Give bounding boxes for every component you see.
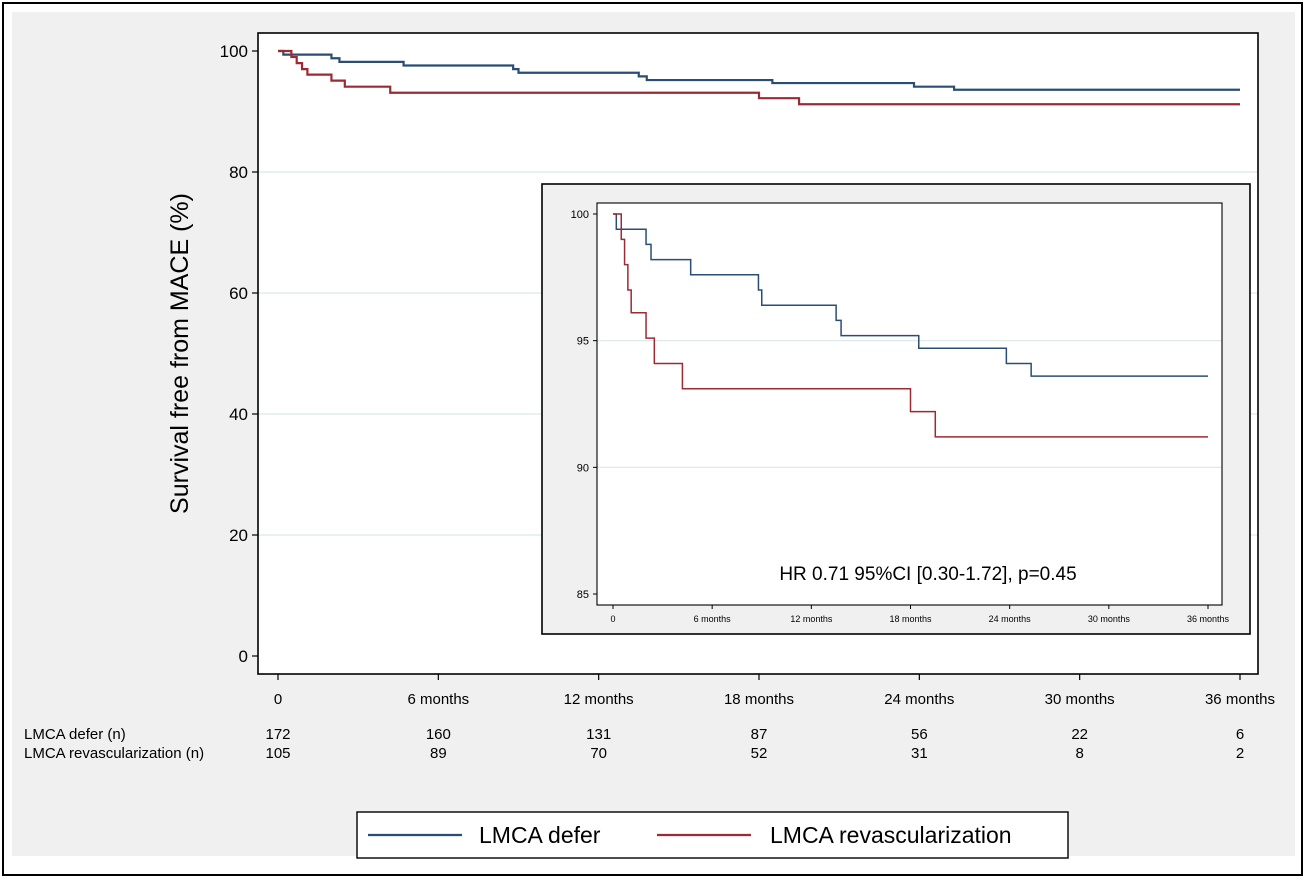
- legend: LMCA defer LMCA revascularization: [356, 811, 1069, 859]
- risk-table-row-label: LMCA defer (n): [24, 726, 126, 743]
- risk-table-value: 89: [430, 745, 447, 762]
- risk-table-value: 31: [911, 745, 928, 762]
- risk-table-value: 52: [751, 745, 768, 762]
- risk-table-value: 87: [751, 726, 768, 743]
- risk-table-value: 22: [1071, 726, 1088, 743]
- inset-x-tick-label: 36 months: [1187, 614, 1230, 624]
- main-x-tick-label: 0: [274, 691, 282, 708]
- inset-y-tick-label: 95: [577, 336, 589, 348]
- inset-series-line-revascularization: [613, 213, 1208, 438]
- inset-y-axis: 85 90 95 100: [571, 209, 597, 601]
- inset-gridlines: [597, 340, 1222, 468]
- inset-y-tick-label: 100: [571, 209, 589, 221]
- inset-plot-area: [597, 203, 1222, 605]
- risk-table-value: 70: [590, 745, 607, 762]
- main-y-axis: 0 20 40 60 80 100: [220, 42, 258, 666]
- main-y-axis-label: Survival free from MACE (%): [166, 193, 194, 514]
- risk-table: LMCA defer (n) 172 160 131 87 56 22 6 LMCA revas…: [24, 726, 1244, 762]
- main-x-tick-label: 30 months: [1045, 691, 1115, 708]
- inset-x-tick-label: 30 months: [1088, 614, 1131, 624]
- legend-label-revascularization: LMCA revascularization: [770, 822, 1012, 848]
- main-y-tick-label: 20: [229, 526, 248, 545]
- main-y-tick-label: 0: [239, 647, 248, 666]
- risk-table-value: 105: [265, 745, 290, 762]
- inset-x-tick-label: 24 months: [989, 614, 1032, 624]
- inset-y-tick-label: 90: [577, 462, 589, 474]
- risk-table-value: 56: [911, 726, 928, 743]
- main-x-tick-label: 18 months: [724, 691, 794, 708]
- inset-hazard-ratio-annotation: HR 0.71 95%CI [0.30-1.72], p=0.45: [779, 564, 1076, 585]
- inset-x-tick-label: 12 months: [790, 614, 833, 624]
- risk-table-value: 2: [1236, 745, 1244, 762]
- main-y-tick-label: 80: [229, 163, 248, 182]
- main-x-axis: 0 6 months 12 months 18 months 24 months 30 m…: [274, 674, 1275, 708]
- main-x-tick-label: 6 months: [407, 691, 469, 708]
- inset-y-tick-label: 85: [577, 589, 589, 601]
- risk-table-value: 6: [1236, 726, 1244, 743]
- legend-label-defer: LMCA defer: [479, 822, 601, 848]
- main-plot-border: [257, 32, 1259, 675]
- main-series-line-defer: [278, 49, 1240, 91]
- main-y-tick-label: 60: [229, 284, 248, 303]
- risk-table-value: 131: [586, 726, 611, 743]
- inset-x-tick-label: 6 months: [694, 614, 732, 624]
- main-x-tick-label: 24 months: [884, 691, 954, 708]
- risk-table-value: 172: [265, 726, 290, 743]
- inset-series-line-defer: [613, 213, 1208, 377]
- inset-x-tick-label: 0: [610, 614, 615, 624]
- main-x-tick-label: 36 months: [1205, 691, 1275, 708]
- main-y-tick-label: 100: [220, 42, 248, 61]
- risk-table-row-label: LMCA revascularization (n): [24, 745, 204, 762]
- main-series-line-revascularization: [278, 49, 1240, 106]
- inset-x-axis: 0 6 months 12 months 18 months 24 months 30 m…: [610, 605, 1230, 624]
- inset-plot-border: [596, 202, 1223, 606]
- main-y-tick-label: 40: [229, 405, 248, 424]
- risk-table-value: 8: [1075, 745, 1083, 762]
- risk-table-value: 160: [426, 726, 451, 743]
- inset-x-tick-label: 18 months: [889, 614, 932, 624]
- main-x-tick-label: 12 months: [564, 691, 634, 708]
